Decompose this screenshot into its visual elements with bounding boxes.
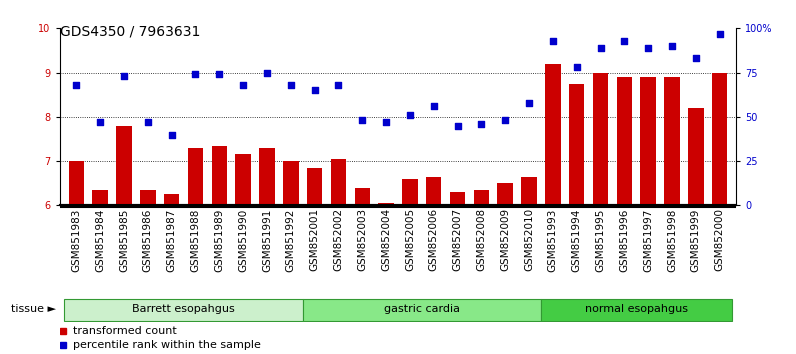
Text: GSM851994: GSM851994	[572, 208, 582, 272]
Point	[380, 119, 392, 125]
Point	[404, 112, 416, 118]
Text: GSM851996: GSM851996	[619, 208, 630, 272]
Bar	[617, 77, 632, 205]
Point	[499, 118, 512, 123]
Bar	[545, 64, 560, 205]
Text: GSM851995: GSM851995	[595, 208, 606, 272]
Point	[547, 38, 560, 44]
Bar	[354, 188, 370, 205]
Point	[236, 82, 249, 88]
Point	[689, 56, 702, 61]
Text: GSM851986: GSM851986	[142, 208, 153, 272]
Point	[427, 103, 440, 109]
Point	[308, 87, 321, 93]
Text: GSM852008: GSM852008	[476, 208, 486, 272]
Bar	[569, 84, 584, 205]
Bar	[498, 183, 513, 205]
Text: GSM851991: GSM851991	[262, 208, 272, 272]
Bar	[188, 148, 203, 205]
Bar	[521, 177, 537, 205]
Text: GSM852004: GSM852004	[381, 208, 391, 272]
Point	[713, 31, 726, 36]
Point	[475, 121, 488, 127]
Bar	[283, 161, 298, 205]
Text: GSM851993: GSM851993	[548, 208, 558, 272]
Bar	[92, 190, 108, 205]
Bar	[68, 161, 84, 205]
Text: GSM851992: GSM851992	[286, 208, 296, 272]
Text: GSM852001: GSM852001	[310, 208, 320, 272]
Bar	[378, 203, 394, 205]
Text: percentile rank within the sample: percentile rank within the sample	[73, 339, 261, 350]
Bar	[302, 299, 541, 321]
Text: GSM852006: GSM852006	[429, 208, 439, 272]
Bar	[402, 179, 418, 205]
Bar	[307, 168, 322, 205]
Text: GSM851985: GSM851985	[119, 208, 129, 272]
Point	[451, 123, 464, 129]
Bar	[140, 190, 155, 205]
Point	[284, 82, 297, 88]
Point	[523, 100, 536, 105]
Text: GSM852005: GSM852005	[405, 208, 415, 272]
Point	[189, 72, 202, 77]
Text: normal esopahgus: normal esopahgus	[585, 304, 688, 314]
Text: GSM851989: GSM851989	[214, 208, 224, 272]
Text: GSM852002: GSM852002	[334, 208, 343, 272]
Bar	[593, 73, 608, 205]
Point	[570, 64, 583, 70]
Bar	[330, 159, 346, 205]
Bar	[641, 77, 656, 205]
Bar	[236, 154, 251, 205]
Text: GSM852007: GSM852007	[453, 208, 462, 272]
Bar	[212, 145, 227, 205]
Point	[618, 38, 630, 44]
Point	[332, 82, 345, 88]
Text: GSM852010: GSM852010	[524, 208, 534, 272]
Text: GSM851997: GSM851997	[643, 208, 654, 272]
Point	[260, 70, 273, 75]
Text: GSM851990: GSM851990	[238, 208, 248, 272]
Text: transformed count: transformed count	[73, 326, 177, 336]
Point	[94, 119, 107, 125]
Bar	[64, 299, 302, 321]
Bar	[259, 148, 275, 205]
Bar	[541, 299, 732, 321]
Text: GSM852009: GSM852009	[500, 208, 510, 272]
Point	[213, 72, 226, 77]
Text: gastric cardia: gastric cardia	[384, 304, 460, 314]
Bar	[450, 192, 466, 205]
Point	[594, 45, 607, 51]
Point	[166, 132, 178, 137]
Bar	[688, 108, 704, 205]
Point	[665, 43, 678, 49]
Point	[70, 82, 83, 88]
Point	[356, 118, 369, 123]
Text: GSM851998: GSM851998	[667, 208, 677, 272]
Bar	[116, 126, 132, 205]
Text: Barrett esopahgus: Barrett esopahgus	[132, 304, 235, 314]
Text: GDS4350 / 7963631: GDS4350 / 7963631	[60, 25, 200, 39]
Text: GSM852000: GSM852000	[715, 208, 724, 271]
Text: GSM851984: GSM851984	[96, 208, 105, 272]
Text: GSM851987: GSM851987	[166, 208, 177, 272]
Bar	[474, 190, 489, 205]
Bar	[664, 77, 680, 205]
Text: GSM851988: GSM851988	[190, 208, 201, 272]
Text: GSM852003: GSM852003	[357, 208, 367, 272]
Bar	[164, 194, 179, 205]
Text: tissue ►: tissue ►	[10, 304, 56, 314]
Point	[142, 119, 154, 125]
Bar	[426, 177, 442, 205]
Text: GSM851999: GSM851999	[691, 208, 700, 272]
Point	[118, 73, 131, 79]
Text: GSM851983: GSM851983	[72, 208, 81, 272]
Point	[642, 45, 654, 51]
Bar	[712, 73, 728, 205]
